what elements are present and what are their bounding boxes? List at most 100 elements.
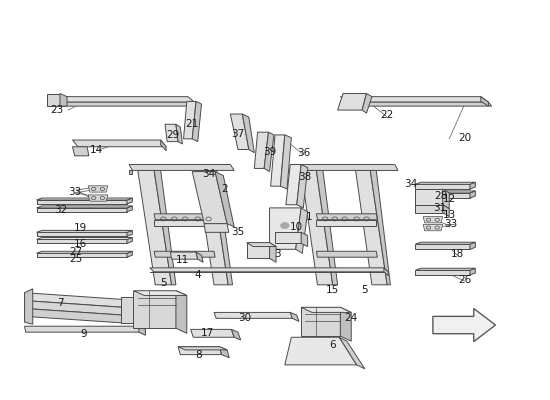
Text: 1: 1: [306, 212, 312, 222]
Polygon shape: [370, 170, 390, 285]
Polygon shape: [415, 184, 470, 189]
Polygon shape: [415, 182, 475, 184]
Circle shape: [280, 222, 289, 229]
Polygon shape: [470, 268, 475, 275]
Polygon shape: [127, 198, 133, 204]
Polygon shape: [443, 205, 449, 216]
Text: 35: 35: [232, 227, 245, 237]
Polygon shape: [301, 232, 307, 246]
Polygon shape: [214, 312, 293, 318]
Polygon shape: [415, 193, 470, 198]
Polygon shape: [286, 164, 301, 205]
Text: 10: 10: [290, 222, 304, 232]
Polygon shape: [73, 140, 166, 147]
Text: 2: 2: [222, 184, 228, 194]
Polygon shape: [178, 347, 222, 355]
Polygon shape: [88, 195, 108, 201]
Polygon shape: [129, 164, 234, 170]
Polygon shape: [178, 347, 227, 350]
Polygon shape: [415, 270, 470, 275]
Polygon shape: [296, 208, 307, 253]
Polygon shape: [154, 170, 176, 285]
Polygon shape: [60, 94, 67, 106]
Polygon shape: [247, 242, 270, 258]
Polygon shape: [36, 253, 127, 257]
Polygon shape: [192, 101, 201, 142]
Polygon shape: [316, 220, 376, 226]
Text: 33: 33: [444, 220, 457, 230]
Polygon shape: [176, 124, 183, 144]
Polygon shape: [127, 251, 133, 257]
Text: 38: 38: [298, 172, 311, 182]
Text: 5: 5: [161, 278, 167, 288]
Polygon shape: [176, 291, 187, 333]
Polygon shape: [161, 140, 166, 151]
Text: 20: 20: [458, 133, 471, 143]
Text: 26: 26: [458, 275, 471, 285]
Text: 34: 34: [404, 179, 418, 189]
Text: 5: 5: [361, 285, 368, 295]
Polygon shape: [349, 102, 492, 106]
Text: 15: 15: [326, 285, 339, 295]
Text: 4: 4: [194, 270, 201, 280]
Text: 32: 32: [54, 205, 67, 215]
Polygon shape: [25, 308, 143, 324]
Polygon shape: [470, 242, 475, 249]
Text: 17: 17: [200, 328, 213, 338]
Polygon shape: [36, 251, 133, 253]
Polygon shape: [184, 101, 196, 139]
Text: 7: 7: [57, 298, 64, 308]
Polygon shape: [196, 252, 203, 262]
Polygon shape: [280, 135, 292, 189]
Polygon shape: [54, 102, 197, 106]
Polygon shape: [196, 170, 228, 285]
Polygon shape: [415, 242, 475, 244]
Text: 23: 23: [51, 105, 64, 115]
Polygon shape: [340, 97, 488, 102]
Text: 36: 36: [296, 148, 310, 158]
Text: 14: 14: [90, 144, 103, 154]
Text: 8: 8: [195, 350, 202, 360]
Polygon shape: [36, 198, 133, 200]
Polygon shape: [73, 147, 89, 156]
Polygon shape: [36, 208, 127, 212]
Polygon shape: [362, 94, 372, 113]
Polygon shape: [285, 337, 356, 365]
Text: 25: 25: [70, 254, 83, 264]
Polygon shape: [204, 224, 229, 232]
Polygon shape: [36, 230, 133, 232]
Polygon shape: [254, 132, 268, 168]
Text: 11: 11: [176, 255, 189, 265]
Polygon shape: [165, 124, 178, 142]
Polygon shape: [292, 164, 398, 170]
Text: 30: 30: [239, 313, 251, 323]
Polygon shape: [384, 268, 388, 276]
Polygon shape: [264, 132, 274, 172]
Polygon shape: [415, 189, 443, 205]
Polygon shape: [36, 240, 127, 243]
Polygon shape: [433, 308, 496, 342]
Polygon shape: [36, 238, 133, 240]
Polygon shape: [301, 307, 340, 336]
Text: 37: 37: [232, 129, 245, 139]
Polygon shape: [316, 170, 338, 285]
Text: 31: 31: [433, 203, 446, 213]
Polygon shape: [122, 297, 145, 323]
Polygon shape: [138, 170, 172, 285]
Polygon shape: [247, 242, 276, 246]
Polygon shape: [154, 220, 214, 226]
Polygon shape: [129, 170, 133, 174]
Text: 39: 39: [263, 147, 276, 157]
Text: 28: 28: [434, 191, 448, 201]
Polygon shape: [316, 214, 377, 220]
Polygon shape: [127, 206, 133, 212]
Text: 3: 3: [274, 250, 281, 260]
Polygon shape: [443, 189, 449, 209]
Polygon shape: [139, 326, 145, 335]
Polygon shape: [150, 268, 388, 272]
Text: 13: 13: [443, 210, 456, 220]
Polygon shape: [423, 216, 443, 223]
Polygon shape: [88, 186, 108, 192]
Polygon shape: [356, 170, 387, 285]
Polygon shape: [145, 297, 154, 326]
